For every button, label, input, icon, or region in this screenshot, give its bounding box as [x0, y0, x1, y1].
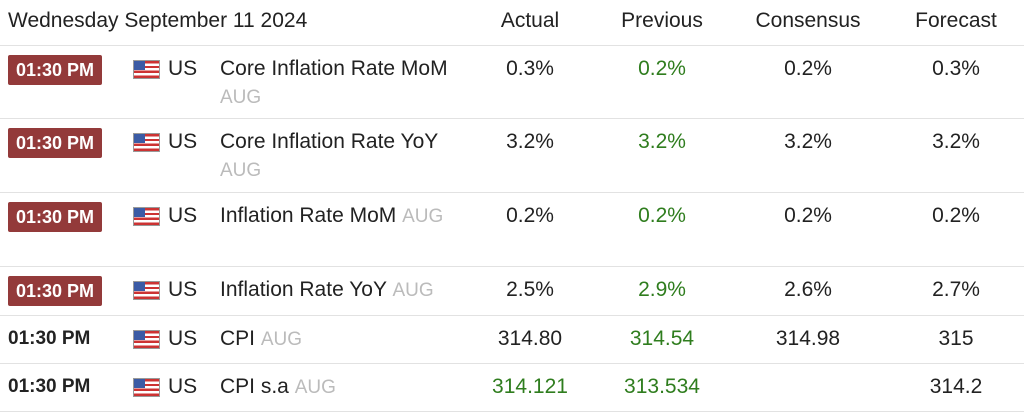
actual-value: 0.2%	[506, 204, 554, 227]
country: US	[168, 57, 198, 80]
separator	[0, 266, 1024, 267]
event-name: CPI	[220, 327, 256, 350]
flag	[133, 330, 160, 349]
previous-value: 0.2%	[638, 57, 686, 80]
previous-value: 0.2%	[638, 204, 686, 227]
flag-canton	[134, 282, 145, 291]
event-name: Inflation Rate MoM	[220, 204, 397, 227]
separator	[0, 315, 1024, 316]
flag-canton	[134, 134, 145, 143]
country: US	[168, 375, 198, 398]
separator	[0, 411, 1024, 412]
period: AUG	[260, 329, 303, 350]
actual-value: 314.121	[492, 375, 568, 398]
time: 01:30 PM	[8, 376, 91, 397]
actual-value: 2.5%	[506, 278, 554, 301]
event: Inflation Rate YoY AUG	[220, 276, 465, 305]
event-name: Core Inflation Rate MoM	[220, 57, 448, 80]
separator	[0, 45, 1024, 46]
event: CPI s.a AUG	[220, 373, 465, 402]
consensus-value: 314.98	[775, 327, 841, 350]
period: AUG	[402, 206, 444, 227]
flag	[133, 60, 160, 79]
forecast-value: 0.2%	[932, 204, 980, 227]
event-name: Inflation Rate YoY	[220, 278, 387, 301]
previous-value: 313.534	[624, 375, 700, 398]
separator	[0, 118, 1024, 119]
time: 01:30 PM	[8, 55, 103, 85]
consensus-value: 0.2%	[784, 204, 832, 227]
event-name: Core Inflation Rate YoY	[220, 130, 438, 153]
forecast-value: 315	[938, 327, 974, 350]
event: Core Inflation Rate MoM AUG	[220, 55, 465, 112]
previous-value: 3.2%	[638, 130, 686, 153]
actual-value: 314.80	[497, 327, 563, 350]
column-header: Previous	[621, 9, 703, 32]
flag-canton	[134, 331, 145, 340]
consensus-value: 0.2%	[784, 57, 832, 80]
column-header: Consensus	[755, 9, 861, 32]
forecast-value: 314.2	[929, 375, 983, 398]
event-name: CPI s.a	[220, 375, 289, 398]
column-header: Actual	[500, 9, 560, 32]
forecast-value: 0.3%	[932, 57, 980, 80]
time: 01:30 PM	[8, 128, 103, 158]
event: Core Inflation Rate YoY AUG	[220, 128, 465, 185]
consensus-value: 3.2%	[784, 130, 832, 153]
period: AUG	[220, 160, 262, 181]
time: 01:30 PM	[8, 276, 103, 306]
previous-value: 2.9%	[638, 278, 686, 301]
country: US	[168, 278, 198, 301]
forecast-value: 3.2%	[932, 130, 980, 153]
flag-canton	[134, 208, 145, 217]
period: AUG	[220, 87, 262, 108]
flag	[133, 281, 160, 300]
event: CPI AUG	[220, 325, 465, 354]
actual-value: 0.3%	[506, 57, 554, 80]
column-header: Forecast	[915, 9, 997, 32]
separator	[0, 363, 1024, 364]
time: 01:30 PM	[8, 202, 103, 232]
separator	[0, 192, 1024, 193]
period: AUG	[392, 280, 434, 301]
event: Inflation Rate MoM AUG	[220, 202, 465, 231]
flag	[133, 378, 160, 397]
previous-value: 314.54	[629, 327, 695, 350]
consensus-value: 2.6%	[784, 278, 832, 301]
actual-value: 3.2%	[506, 130, 554, 153]
country: US	[168, 204, 198, 227]
period: AUG	[294, 377, 336, 398]
country: US	[168, 327, 198, 350]
flag	[133, 133, 160, 152]
date-header: Wednesday September 11 2024	[8, 9, 308, 32]
country: US	[168, 130, 198, 153]
forecast-value: 2.7%	[932, 278, 980, 301]
flag	[133, 207, 160, 226]
flag-canton	[134, 61, 145, 70]
time: 01:30 PM	[8, 328, 91, 349]
flag-canton	[134, 379, 145, 388]
